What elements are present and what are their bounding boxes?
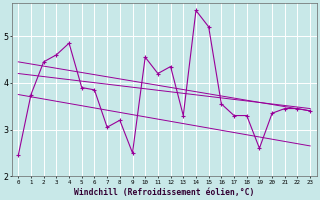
X-axis label: Windchill (Refroidissement éolien,°C): Windchill (Refroidissement éolien,°C) xyxy=(74,188,254,197)
